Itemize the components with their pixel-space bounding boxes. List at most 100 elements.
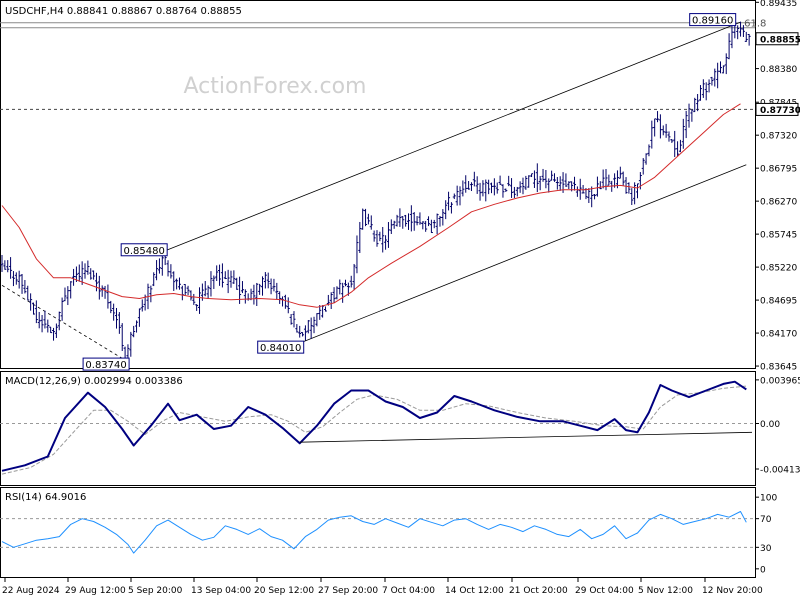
ohlc-bar (484, 179, 488, 202)
ohlc-bar (375, 230, 379, 247)
ohlc-bar (716, 62, 720, 89)
fib-label: 61.8 (744, 19, 766, 30)
y-tick-label: 0.85220 (760, 264, 797, 274)
ohlc-bar (621, 171, 625, 186)
y-tick-label: 30 (760, 544, 772, 554)
ohlc-bar (630, 188, 634, 205)
rsi-panel-frame (0, 487, 756, 578)
ohlc-bar (653, 118, 657, 137)
ohlc-bar (34, 300, 38, 324)
ohlc-bar (656, 111, 660, 123)
ohlc-bar (739, 21, 743, 37)
ohlc-bar (92, 270, 96, 280)
ohlc-bar (464, 175, 468, 193)
ohlc-bar (664, 123, 668, 138)
ohlc-bar (578, 178, 582, 200)
ohlc-bar (323, 306, 327, 312)
ohlc-bar (455, 185, 459, 206)
y-tick-label: 0.85745 (760, 231, 797, 241)
ohlc-bar (401, 216, 405, 229)
ohlc-bar (412, 212, 416, 231)
channel-upper-line (165, 21, 741, 252)
ohlc-bar (395, 214, 399, 227)
macd-plot (0, 380, 755, 475)
ohlc-bar (57, 311, 61, 331)
ohlc-bar (495, 182, 499, 194)
ohlc-bar (707, 79, 711, 93)
ohlc-bar (447, 191, 451, 211)
ohlc-bar (461, 180, 465, 197)
ohlc-bar (298, 325, 302, 338)
watermark: ActionForex.com (184, 74, 367, 99)
ohlc-bar (306, 320, 310, 334)
ohlc-bar (120, 323, 124, 351)
ohlc-bar (635, 183, 639, 199)
ohlc-bar (115, 307, 119, 329)
price-annotation-text: 61.8 (744, 19, 766, 30)
ohlc-bar (177, 277, 181, 290)
ohlc-bar (673, 130, 677, 158)
x-axis: 22 Aug 2024 29 Aug 12:00 5 Sep 20:00 13 Sep… (2, 578, 763, 596)
y-tick-label: -0.004136 (760, 465, 800, 475)
x-tick-label: 29 Aug 12:00 (65, 586, 126, 596)
ohlc-bar (26, 285, 30, 301)
ohlc-bar (647, 144, 651, 157)
ohlc-bar (269, 278, 273, 295)
ohlc-bar (547, 178, 551, 193)
ohlc-bar (6, 260, 10, 273)
y-tick-label: 0.89435 (760, 0, 797, 9)
ohlc-bar (432, 219, 436, 229)
ohlc-bar (424, 220, 428, 232)
ohlc-bar (37, 311, 41, 329)
y-tick-label: 0 (760, 565, 766, 575)
ohlc-bar (701, 79, 705, 98)
x-tick-label: 12 Nov 20:00 (702, 586, 763, 596)
y-tick-label: 0.84695 (760, 297, 797, 307)
ohlc-bar (355, 235, 359, 274)
ohlc-bar (89, 268, 93, 280)
price-plot: 0.85480 0.83740 0.84010 0.89160 61.8 (0, 13, 766, 371)
ohlc-bar (472, 171, 476, 187)
macd-line (1, 380, 747, 472)
ohlc-bar (532, 170, 536, 188)
ohlc-bar (66, 286, 70, 306)
x-tick-label: 27 Sep 20:00 (318, 586, 378, 596)
price-annotation-text: 0.85480 (123, 246, 164, 257)
ohlc-bar (335, 286, 339, 300)
ohlc-bar (332, 287, 336, 303)
ohlc-bar (404, 214, 408, 227)
ohlc-bar (183, 283, 187, 296)
ohlc-bar (392, 220, 396, 229)
ohlc-bar (366, 213, 370, 225)
ohlc-bar (186, 285, 190, 296)
y-tick-label: 0.86270 (760, 198, 797, 208)
ohlc-bar (475, 176, 479, 194)
ohlc-bar (77, 264, 81, 282)
price-annotation: 0.89160 (689, 13, 737, 27)
ohlc-bar (286, 297, 290, 314)
ohlc-bar (449, 202, 453, 214)
ohlc-bar (504, 188, 508, 192)
ohlc-bar (681, 118, 685, 149)
y-axis: 0.894350.888550.883800.878450.877300.873… (755, 0, 800, 575)
y-tick-label: 0.87730 (760, 106, 800, 116)
price-annotation: 0.83740 (82, 357, 130, 371)
ohlc-bar (260, 276, 264, 296)
ohlc-bar (243, 289, 247, 304)
ohlc-bar (94, 272, 98, 292)
ohlc-bar (326, 294, 330, 306)
ohlc-bar (650, 120, 654, 149)
ohlc-bar (315, 313, 319, 327)
ohlc-bar (218, 264, 222, 286)
ohlc-bar (338, 279, 342, 295)
price-annotation-box (257, 340, 305, 354)
ohlc-bar (189, 290, 193, 301)
price-annotation-box (120, 243, 168, 257)
ohlc-bar (538, 175, 542, 191)
ohlc-bar (31, 302, 35, 315)
ohlc-bar (117, 312, 121, 334)
ohlc-bar (232, 270, 236, 284)
ohlc-bar (704, 82, 708, 101)
ohlc-bar (149, 285, 153, 303)
ohlc-bar (132, 325, 136, 338)
